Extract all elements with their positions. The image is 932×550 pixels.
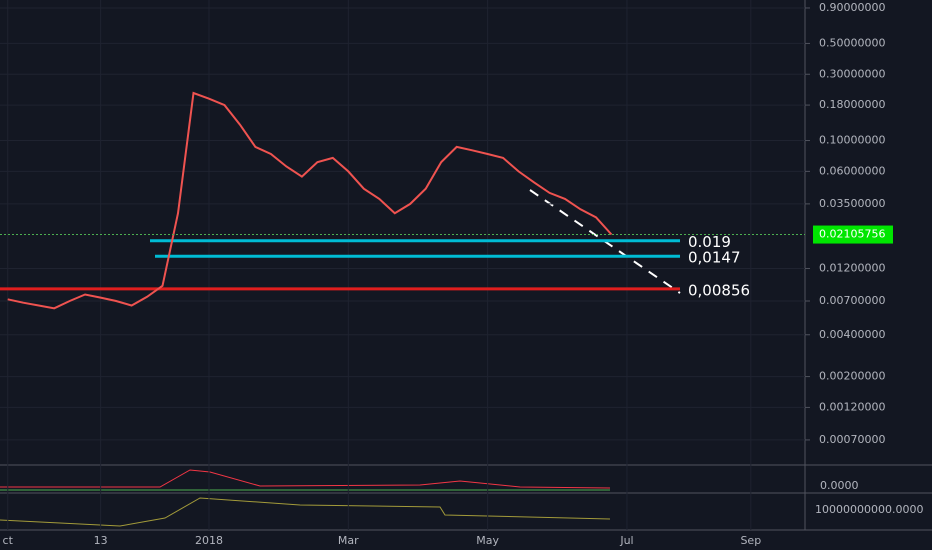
x-tick-label: Jul <box>619 534 633 547</box>
level-label: 0,0147 <box>688 249 741 267</box>
y-tick-label: 0.01200000 <box>819 261 885 274</box>
x-tick-label: May <box>476 534 499 547</box>
x-tick-label: 13 <box>94 534 108 547</box>
volume-indicator <box>0 497 611 527</box>
y-tick-label: 0.00120000 <box>819 400 885 413</box>
last-price-label: 0.02105756 <box>819 228 885 241</box>
x-tick-label: Sep <box>740 534 761 547</box>
x-tick-label: 2018 <box>195 534 223 547</box>
y-tick-label: 0.06000000 <box>819 164 885 177</box>
x-tick-label: Mar <box>338 534 359 547</box>
level-label: 0.019 <box>688 233 731 251</box>
y-tick-label: 0.10000000 <box>819 134 885 147</box>
y-tick-label: 0.00400000 <box>819 328 885 341</box>
price-line <box>7 91 613 310</box>
y-tick-label: 0.00700000 <box>819 294 885 307</box>
y-tick-label: 0.90000000 <box>819 1 885 14</box>
y-tick-label: 0.50000000 <box>819 36 885 49</box>
macd-line <box>0 469 611 489</box>
level-label: 0,00856 <box>688 281 750 299</box>
y-tick-label: 0.30000000 <box>819 67 885 80</box>
x-tick-label: ct <box>3 534 14 547</box>
last-price-box <box>813 225 893 244</box>
y-tick-label: 0.00200000 <box>819 370 885 383</box>
y-tick-label: 0.03500000 <box>819 197 885 210</box>
y-tick-label: 0.18000000 <box>819 98 885 111</box>
y-tick-label: 0.00070000 <box>819 433 885 446</box>
indicator-label: 10000000000.0000 <box>815 503 923 516</box>
indicator-label: 0.0000 <box>820 479 859 492</box>
